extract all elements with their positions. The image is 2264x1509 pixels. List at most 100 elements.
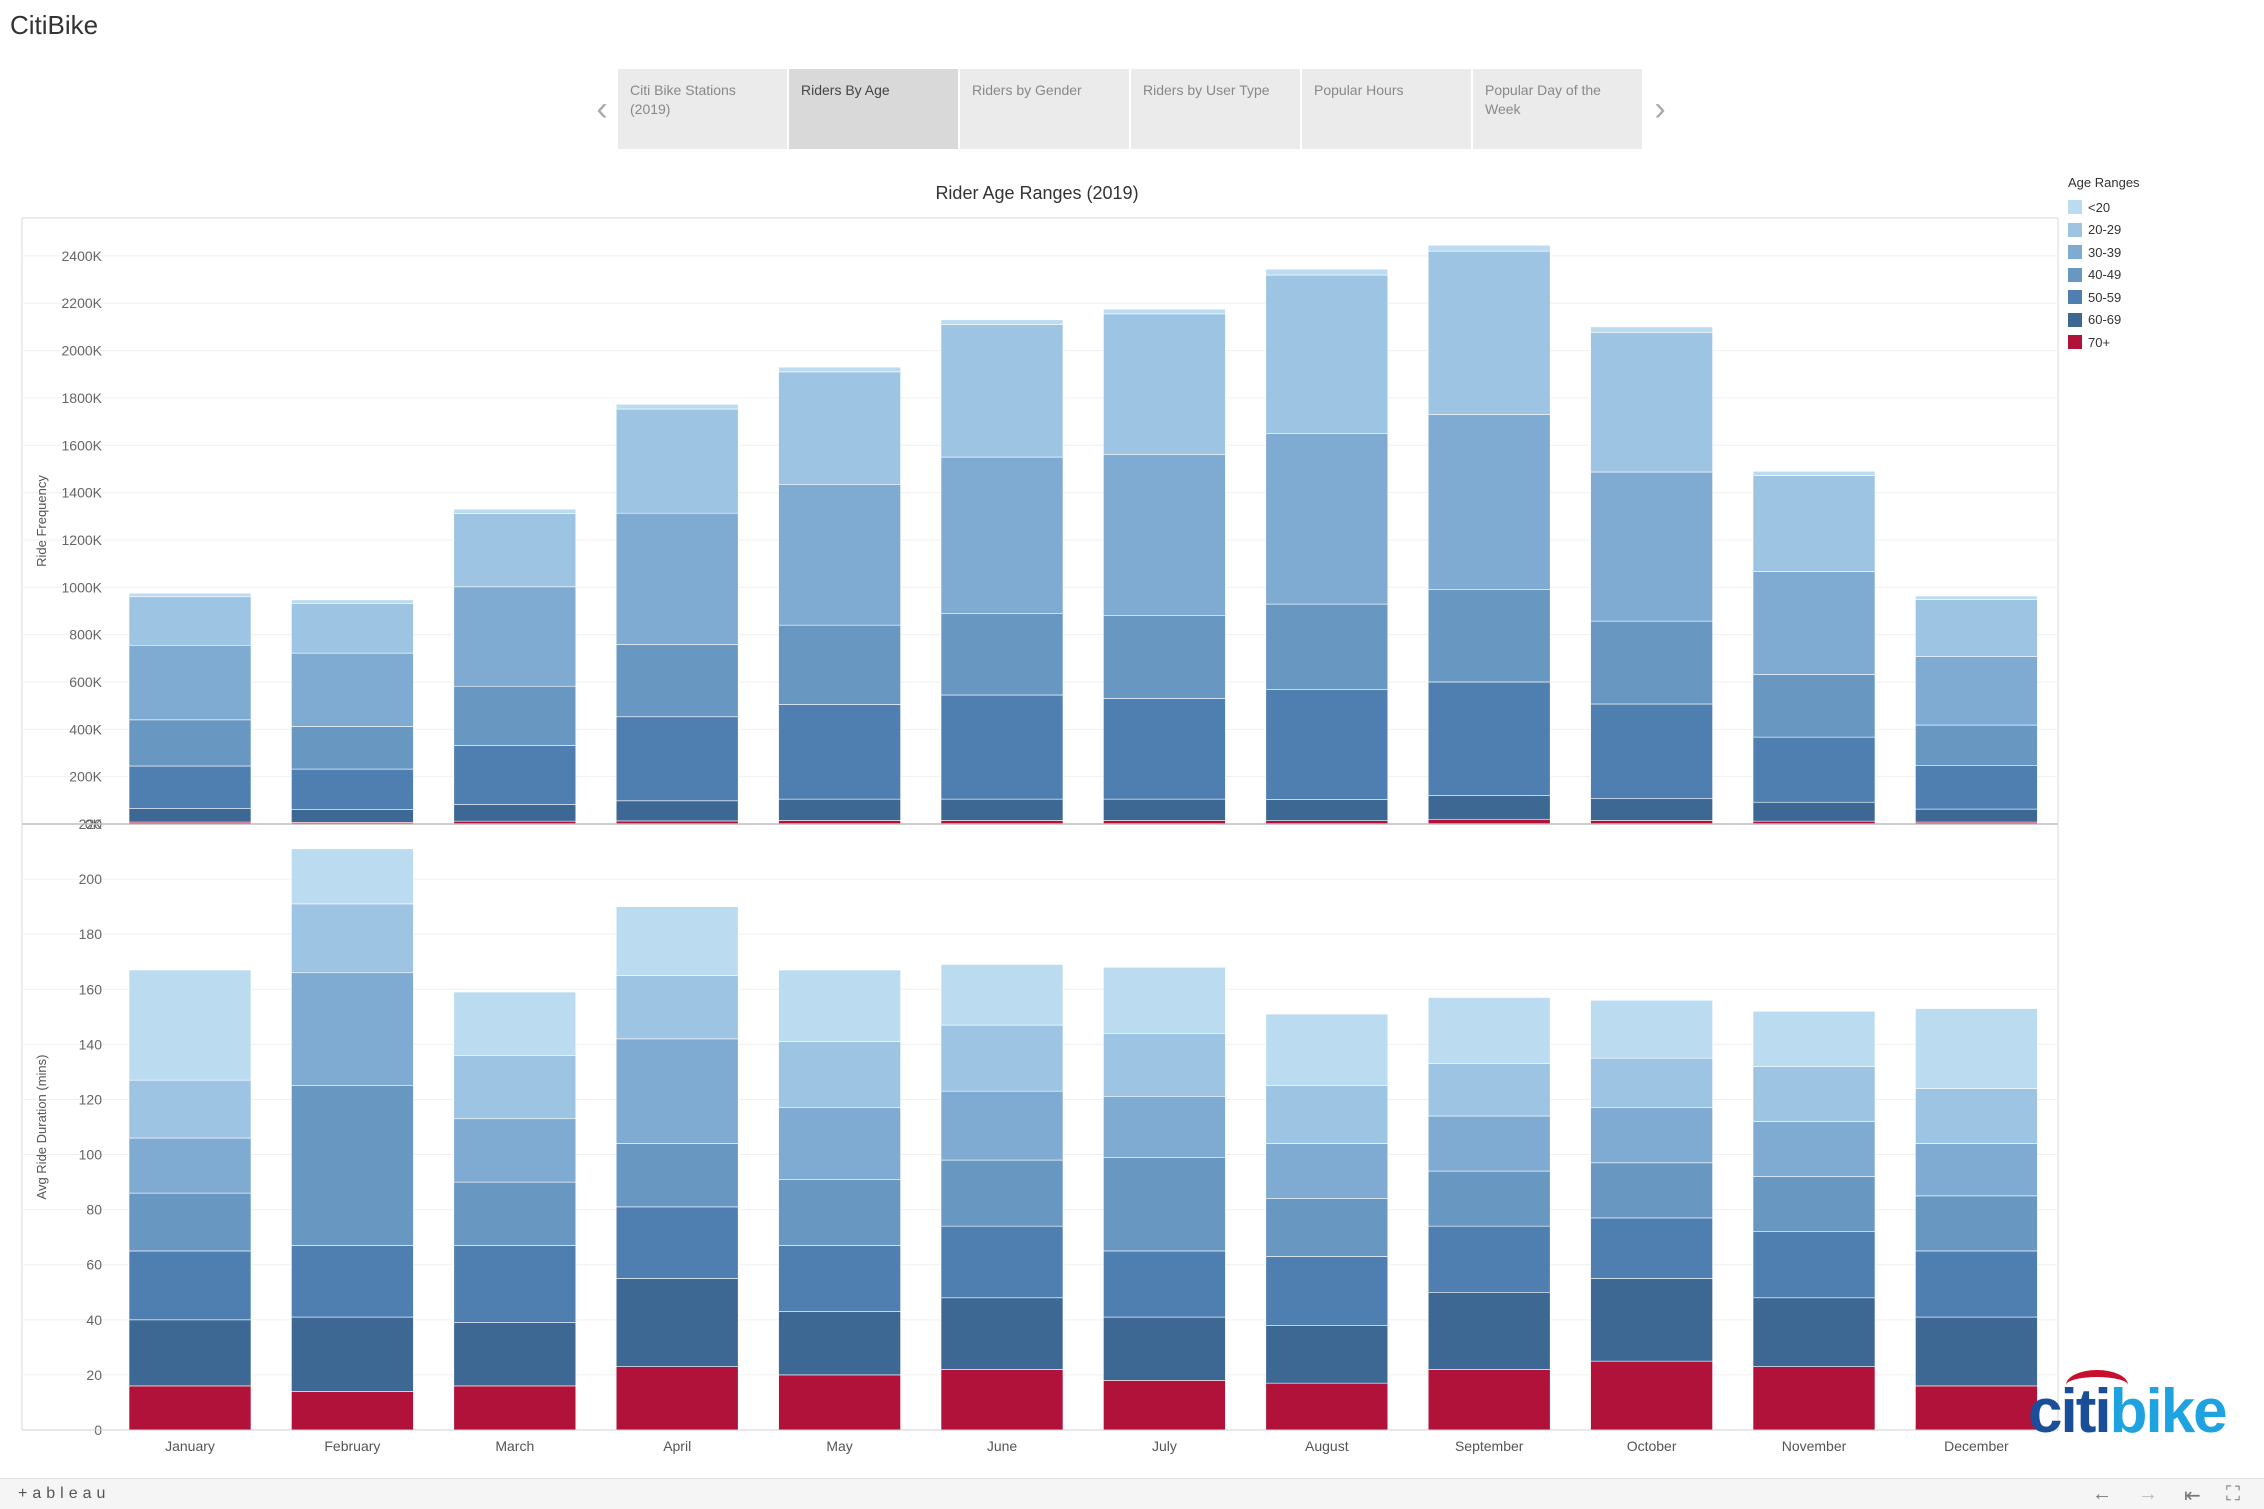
bar-segment — [1590, 1107, 1713, 1164]
y-tick-label: 160 — [79, 981, 103, 997]
app-title: CitiBike — [10, 10, 99, 40]
bar-segment — [291, 1085, 414, 1246]
bar-segment — [1427, 1369, 1551, 1431]
bar-segment — [615, 906, 739, 976]
story-prev-arrow-icon[interactable]: ‹ — [596, 89, 608, 128]
legend-item[interactable]: 30-39 — [2068, 241, 2140, 264]
bar-segment — [940, 1024, 1064, 1092]
undo-icon[interactable]: ← — [2092, 1483, 2112, 1505]
story-tab-stations[interactable]: Citi Bike Stations (2019) — [618, 69, 787, 149]
x-tick-label: July — [1152, 1438, 1177, 1454]
bar-segment — [453, 586, 577, 687]
bar-segment — [1915, 764, 2038, 810]
bar-segment — [291, 768, 414, 810]
fullscreen-icon[interactable]: ⛶ — [2226, 1483, 2240, 1505]
legend-item[interactable]: 40-49 — [2068, 264, 2140, 287]
bar-segment — [291, 1391, 414, 1431]
legend-swatch — [2068, 222, 2082, 237]
story-tab-riders-by-user-type[interactable]: Riders by User Type — [1131, 69, 1300, 149]
revert-icon[interactable]: ⇤ — [2184, 1485, 2201, 1507]
bar-segment — [453, 804, 577, 822]
y-tick-label: 2400K — [62, 248, 103, 264]
bar-segment — [1103, 1316, 1226, 1381]
legend-swatch — [2068, 200, 2082, 215]
bar-segment — [778, 1311, 901, 1376]
bar-segment — [128, 765, 252, 809]
legend-label: 70+ — [2088, 334, 2111, 350]
legend-swatch — [2068, 312, 2082, 327]
x-tick-label: March — [495, 1438, 534, 1454]
bar-segment — [1265, 433, 1389, 605]
bar-segment — [1590, 703, 1713, 799]
bar-segment — [128, 644, 252, 721]
bar-segment — [453, 1385, 577, 1431]
y-tick-label: 600K — [69, 674, 102, 690]
bar-segment — [1915, 1250, 2038, 1318]
bike-logo-text: bike — [2109, 1377, 2228, 1446]
bar-segment — [1103, 1250, 1226, 1318]
story-tab-riders-by-age[interactable]: Riders By Age — [789, 69, 958, 149]
bar-segment — [1752, 475, 1876, 572]
y-tick-label: 1400K — [62, 485, 103, 501]
y-tick-label: 1800K — [62, 390, 103, 406]
bar-segment — [615, 1143, 739, 1208]
bar-segment — [615, 512, 739, 645]
legend-swatch — [2068, 290, 2082, 305]
bar-segment — [1752, 1366, 1876, 1431]
y-tick-label: 120 — [79, 1091, 103, 1107]
bar-segment — [1265, 1325, 1389, 1384]
stacked-bar-chart: 0K200K400K600K800K1000K1200K1400K1600K18… — [21, 217, 2059, 1454]
bar-segment — [1265, 799, 1389, 821]
bar-segment — [940, 324, 1064, 458]
bar-segment — [778, 1107, 901, 1180]
bar-segment — [615, 403, 739, 410]
bar-segment — [1590, 1360, 1713, 1431]
bar-segment — [778, 1245, 901, 1312]
bar-segment — [291, 1316, 414, 1392]
tableau-logo: +ableau — [18, 1485, 111, 1502]
bar-segment — [778, 704, 901, 800]
bar-segment — [291, 652, 414, 727]
y-tick-label: 1200K — [62, 532, 103, 548]
legend-item[interactable]: 70+ — [2068, 331, 2140, 354]
bar-segment — [615, 1206, 739, 1279]
tableau-footer: +ableau ← → ⇤ ⛶ — [0, 1478, 2264, 1509]
bar-segment — [1915, 599, 2038, 657]
story-tab-popular-day[interactable]: Popular Day of the Week — [1473, 69, 1642, 149]
y-tick-label: 80 — [86, 1202, 102, 1218]
story-next-arrow-icon[interactable]: › — [1654, 89, 1666, 128]
bar-segment — [291, 603, 414, 654]
legend-item[interactable]: 50-59 — [2068, 286, 2140, 309]
legend-item[interactable]: 20-29 — [2068, 219, 2140, 242]
bar-segment — [1103, 698, 1226, 800]
bar-segment — [291, 848, 414, 905]
legend-item[interactable]: 60-69 — [2068, 309, 2140, 332]
bar-segment — [940, 798, 1064, 821]
y-tick-label: 400K — [69, 721, 102, 737]
y-axis-label: Avg Ride Duration (mins) — [34, 1055, 49, 1200]
legend-item[interactable]: <20 — [2068, 196, 2140, 219]
y-tick-label: 20 — [86, 1367, 102, 1383]
bar-segment — [615, 1366, 739, 1431]
bar-segment — [940, 1090, 1064, 1161]
y-axis-label: Ride Frequency — [34, 475, 49, 567]
story-tab-popular-hours[interactable]: Popular Hours — [1302, 69, 1471, 149]
y-tick-label: 800K — [69, 627, 102, 643]
x-tick-label: November — [1782, 1438, 1847, 1454]
x-tick-label: February — [324, 1438, 380, 1454]
redo-icon[interactable]: → — [2138, 1483, 2158, 1505]
bar-segment — [1103, 454, 1226, 616]
bar-segment — [1427, 1063, 1551, 1117]
bar-segment — [615, 716, 739, 802]
legend-label: 30-39 — [2088, 244, 2122, 260]
legend-swatch — [2068, 245, 2082, 260]
legend-label: <20 — [2088, 199, 2111, 215]
legend-swatch — [2068, 267, 2082, 282]
story-tab-riders-by-gender[interactable]: Riders by Gender — [960, 69, 1129, 149]
y-tick-label: 40 — [86, 1312, 102, 1328]
bar-segment — [1103, 1157, 1226, 1252]
x-tick-label: December — [1944, 1438, 2009, 1454]
bar-segment — [1752, 1176, 1876, 1232]
bar-segment — [128, 808, 252, 823]
legend-title: Age Ranges — [2068, 175, 2140, 190]
